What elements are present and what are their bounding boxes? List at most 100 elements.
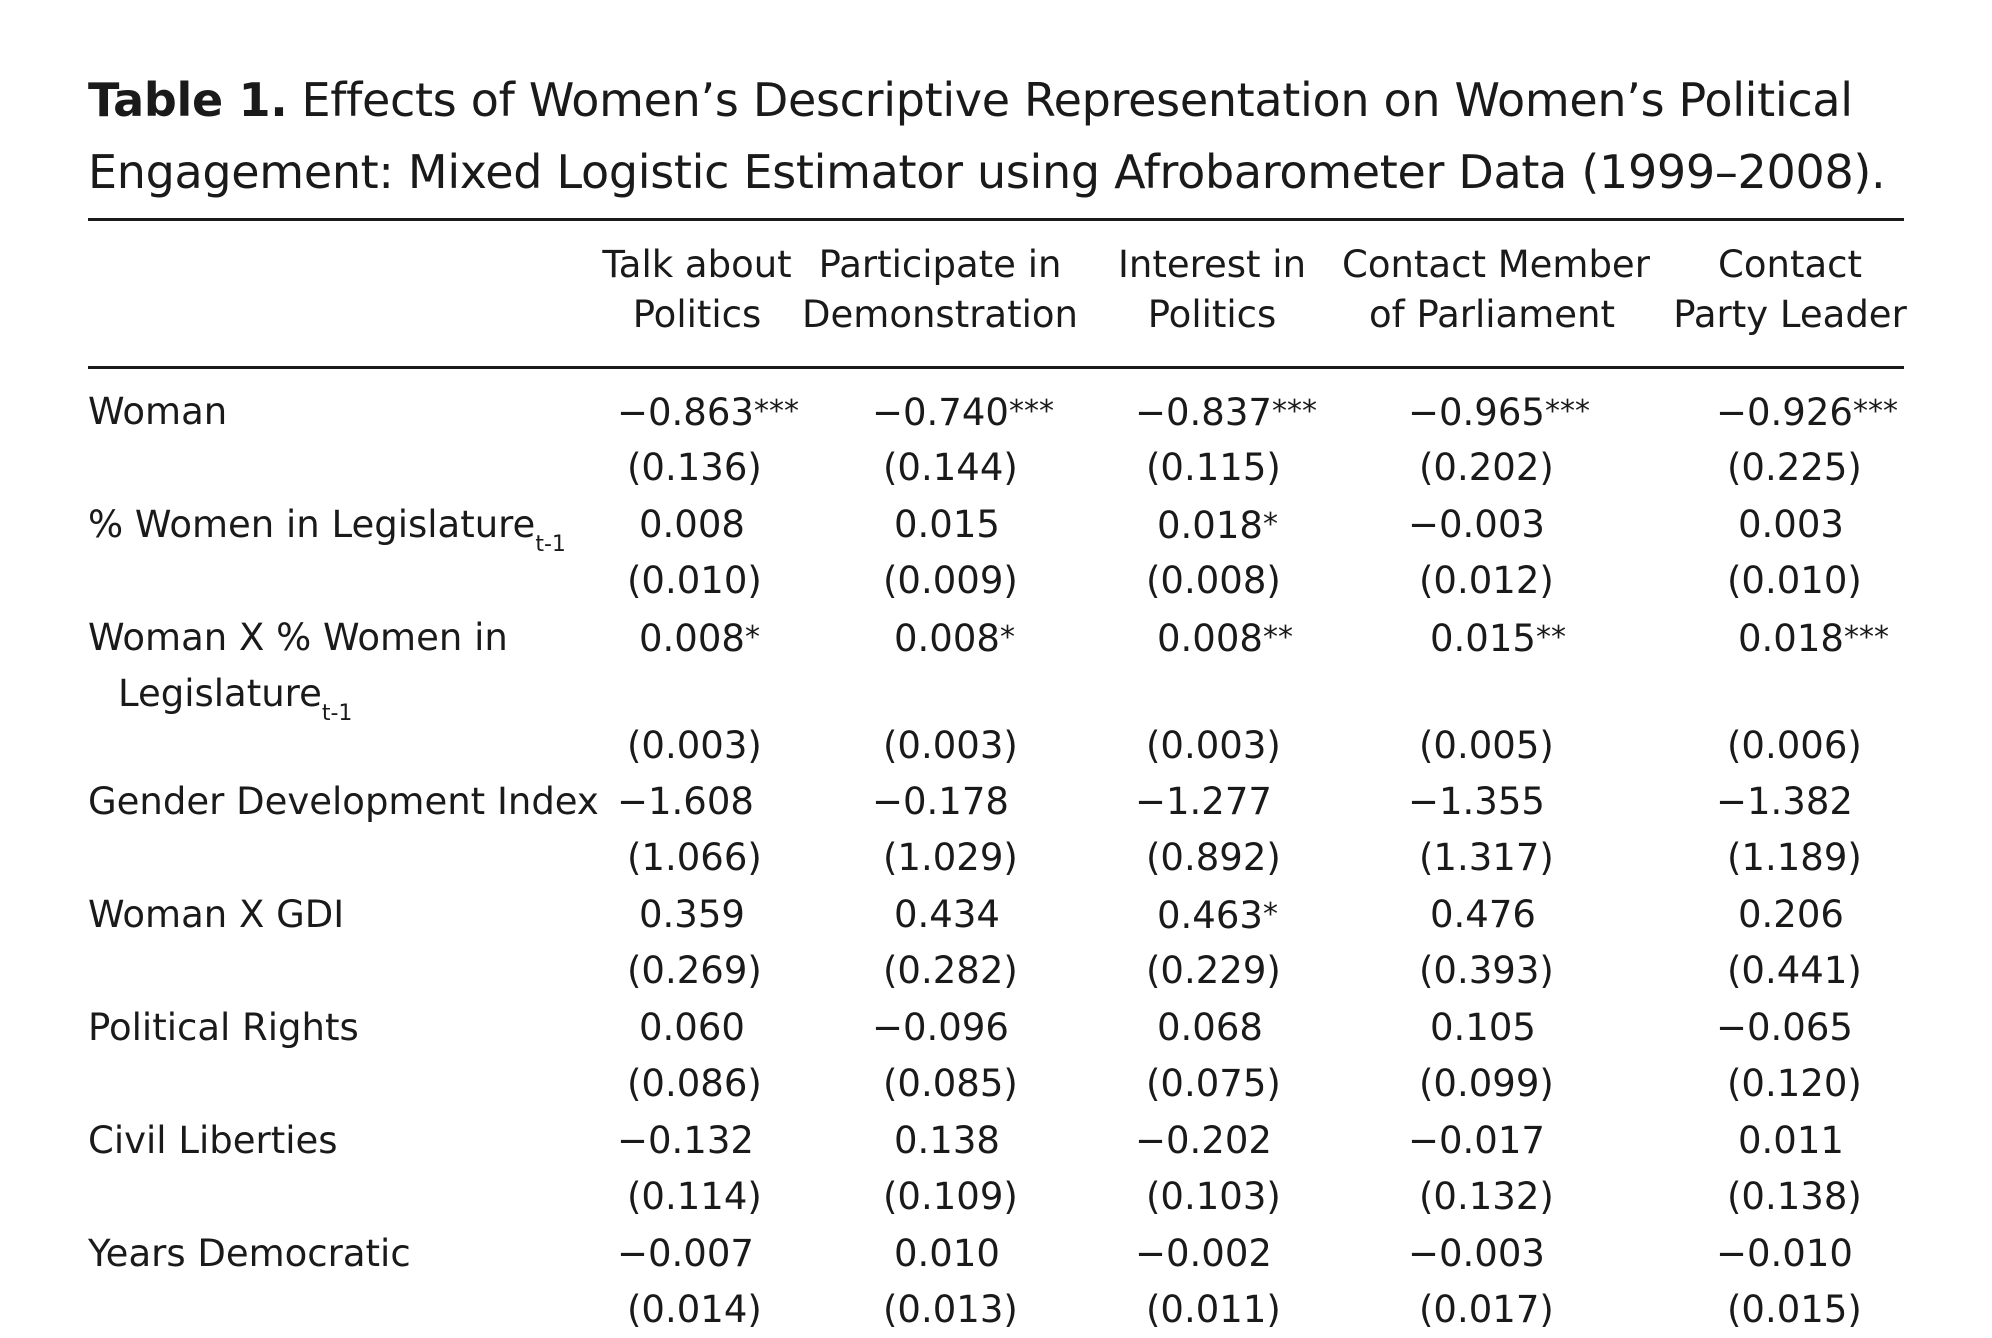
significance-stars: *** — [1271, 394, 1317, 429]
coefficient-value: 0.015 — [1430, 617, 1536, 660]
coefficient-value: −1.355 — [1408, 780, 1545, 823]
coefficient-cell: 0.476 — [1430, 887, 1536, 943]
significance-stars: *** — [1843, 620, 1889, 655]
coefficient-value: 0.015 — [894, 503, 1000, 546]
coefficient-cell: −0.202 — [1135, 1113, 1272, 1169]
row-label: Woman — [88, 384, 227, 440]
column-header-line: Participate in — [818, 243, 1062, 286]
coefficient-value: 0.138 — [894, 1119, 1000, 1162]
row-label-text: Legislature — [118, 672, 322, 715]
standard-error-cell: (0.010) — [627, 559, 762, 602]
row-label-continuation: Legislaturet-1 — [88, 666, 508, 742]
coefficient-cell: −0.003 — [1408, 1226, 1545, 1282]
coefficient-cell: −0.003 — [1408, 497, 1545, 553]
standard-error-cell: (0.015) — [1727, 1288, 1862, 1331]
coefficient-value: 0.476 — [1430, 893, 1536, 936]
coefficient-value: −0.740 — [872, 391, 1009, 434]
column-header-line: Demonstration — [802, 293, 1078, 336]
standard-error-cell: (0.010) — [1727, 559, 1862, 602]
coefficient-cell: −0.002 — [1135, 1226, 1272, 1282]
coefficient-value: −1.608 — [617, 780, 754, 823]
standard-error-cell: (0.014) — [627, 1288, 762, 1331]
coefficient-cell: −1.608 — [617, 774, 754, 830]
standard-error-cell: (0.011) — [1146, 1288, 1281, 1331]
coefficient-value: −1.382 — [1716, 780, 1853, 823]
coefficient-value: 0.068 — [1157, 1006, 1263, 1049]
coefficient-value: −0.132 — [617, 1119, 754, 1162]
coefficient-cell: −0.926*** — [1716, 384, 1898, 441]
standard-error-cell: (0.115) — [1146, 446, 1281, 489]
coefficient-value: −0.202 — [1135, 1119, 1272, 1162]
significance-stars: ** — [1535, 620, 1566, 655]
row-label: Woman X GDI — [88, 887, 344, 943]
header-rule — [88, 366, 1904, 369]
standard-error-cell: (0.138) — [1727, 1175, 1862, 1218]
coefficient-cell: 0.008** — [1157, 610, 1293, 667]
column-header: Contact Party Leader — [1640, 240, 1940, 340]
standard-error-cell: (0.393) — [1419, 949, 1554, 992]
coefficient-cell: 0.008 — [639, 497, 745, 553]
standard-error-cell: (0.103) — [1146, 1175, 1281, 1218]
significance-stars: * — [999, 620, 1015, 655]
standard-error-cell: (0.017) — [1419, 1288, 1554, 1331]
table-label: Table 1. — [88, 73, 288, 127]
standard-error-cell: (1.317) — [1419, 836, 1554, 879]
coefficient-value: −0.003 — [1408, 503, 1545, 546]
standard-error-cell: (0.086) — [627, 1062, 762, 1105]
coefficient-cell: −0.965*** — [1408, 384, 1590, 441]
coefficient-value: 0.105 — [1430, 1006, 1536, 1049]
coefficient-value: 0.018 — [1157, 504, 1263, 547]
coefficient-value: −0.010 — [1716, 1232, 1853, 1275]
coefficient-cell: −1.277 — [1135, 774, 1272, 830]
coefficient-value: 0.434 — [894, 893, 1000, 936]
row-label-text: Years Democratic — [88, 1232, 411, 1275]
coefficient-value: −0.003 — [1408, 1232, 1545, 1275]
standard-error-cell: (0.269) — [627, 949, 762, 992]
coefficient-value: 0.010 — [894, 1232, 1000, 1275]
standard-error-cell: (0.009) — [883, 559, 1018, 602]
coefficient-value: 0.206 — [1738, 893, 1844, 936]
coefficient-cell: −0.065 — [1716, 1000, 1853, 1056]
coefficient-value: 0.359 — [639, 893, 745, 936]
significance-stars: *** — [1008, 394, 1054, 429]
standard-error-cell: (0.003) — [627, 724, 762, 767]
coefficient-cell: 0.015 — [894, 497, 1000, 553]
coefficient-value: 0.003 — [1738, 503, 1844, 546]
significance-stars: ** — [1262, 620, 1293, 655]
standard-error-cell: (0.013) — [883, 1288, 1018, 1331]
significance-stars: *** — [753, 394, 799, 429]
coefficient-cell: −1.382 — [1716, 774, 1853, 830]
coefficient-value: −0.096 — [872, 1006, 1009, 1049]
coefficient-value: 0.008 — [894, 617, 1000, 660]
coefficient-cell: 0.018* — [1157, 497, 1278, 554]
standard-error-cell: (0.012) — [1419, 559, 1554, 602]
significance-stars: * — [1262, 897, 1278, 932]
coefficient-cell: 0.434 — [894, 887, 1000, 943]
column-header-line: Talk about — [602, 243, 792, 286]
row-label-text: % Women in Legislature — [88, 503, 536, 546]
row-label: Civil Liberties — [88, 1113, 338, 1169]
significance-stars: *** — [1544, 394, 1590, 429]
coefficient-cell: 0.011 — [1738, 1113, 1844, 1169]
table-caption: Table 1. Effects of Women’s Descriptive R… — [88, 64, 1918, 208]
row-label: Years Democratic — [88, 1226, 411, 1282]
standard-error-cell: (0.202) — [1419, 446, 1554, 489]
coefficient-value: 0.018 — [1738, 617, 1844, 660]
coefficient-cell: 0.015** — [1430, 610, 1566, 667]
significance-stars: * — [1262, 507, 1278, 542]
coefficient-value: 0.008 — [1157, 617, 1263, 660]
standard-error-cell: (1.029) — [883, 836, 1018, 879]
column-header-line: Party Leader — [1673, 293, 1907, 336]
column-header: Talk about Politics — [547, 240, 847, 340]
coefficient-value: −0.002 — [1135, 1232, 1272, 1275]
standard-error-cell: (0.144) — [883, 446, 1018, 489]
row-label-text: Woman X GDI — [88, 893, 345, 936]
standard-error-cell: (0.120) — [1727, 1062, 1862, 1105]
coefficient-value: −0.065 — [1716, 1006, 1853, 1049]
standard-error-cell: (0.099) — [1419, 1062, 1554, 1105]
standard-error-cell: (0.075) — [1146, 1062, 1281, 1105]
row-label-text: Political Rights — [88, 1006, 359, 1049]
coefficient-cell: −0.010 — [1716, 1226, 1853, 1282]
coefficient-cell: −0.132 — [617, 1113, 754, 1169]
